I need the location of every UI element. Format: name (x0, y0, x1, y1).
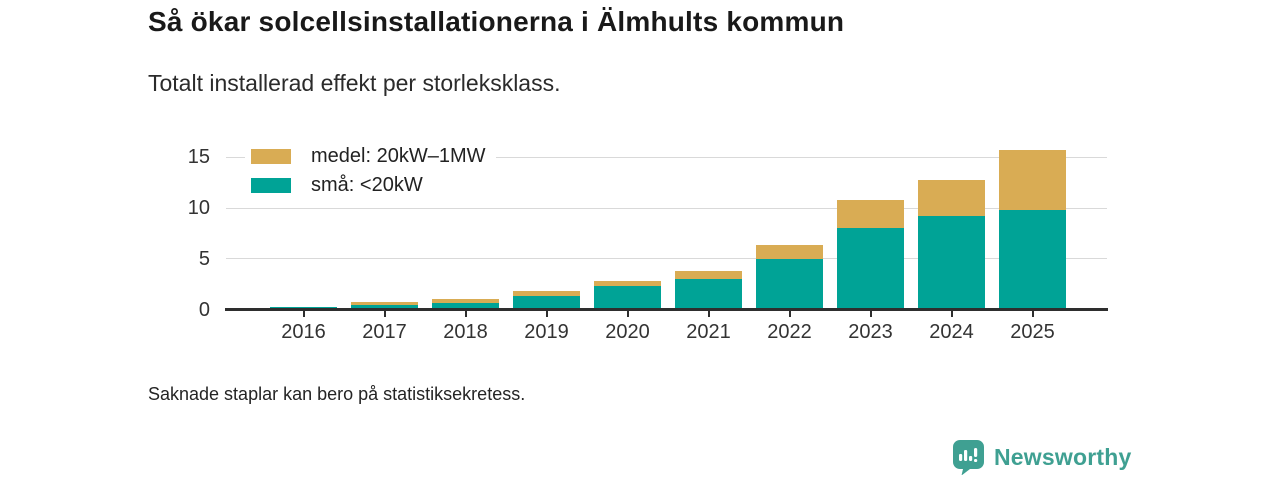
x-axis-label: 2021 (686, 321, 731, 343)
bar-segment-2019 (513, 296, 580, 310)
bar-segment-2022 (756, 244, 823, 259)
newsworthy-wordmark: Newsworthy (994, 444, 1132, 470)
x-axis-tick (464, 311, 467, 317)
x-axis-label: 2022 (767, 321, 812, 343)
x-axis-label: 2016 (281, 321, 326, 343)
gridline-5 (226, 258, 1107, 260)
legend-item: medel: 20kW–1MW (251, 145, 486, 167)
y-axis-label: 5 (198, 247, 210, 270)
bar-segment-2017 (351, 302, 418, 305)
bar-segment-2021 (675, 271, 742, 280)
x-axis-tick (869, 311, 872, 317)
plot-area: medel: 20kW–1MW små: <20kW 0 5 10 15 2016 2017… (188, 140, 1108, 343)
x-axis-tick (383, 311, 386, 317)
legend-swatch (251, 177, 291, 193)
y-axis-label: 0 (198, 298, 210, 321)
bar-segment-2021 (675, 279, 742, 310)
legend-item: små: <20kW (251, 174, 486, 196)
bar-segment-2025 (999, 209, 1066, 310)
newsworthy-logo: Newsworthy (953, 440, 1131, 475)
chart-subtitle: Totalt installerad effekt per storlekskl… (148, 70, 561, 96)
x-axis-tick (626, 311, 629, 317)
gridline-10 (226, 207, 1107, 209)
x-axis-tick (707, 311, 710, 317)
x-axis-label: 2018 (443, 321, 488, 343)
bar-segment-2023 (837, 199, 904, 229)
bar-segment-2017 (351, 304, 418, 310)
x-axis-label: 2019 (524, 321, 569, 343)
bar-segment-2020 (594, 285, 661, 310)
legend-swatch (251, 148, 291, 164)
x-axis-tick (788, 311, 791, 317)
x-axis-label: 2020 (605, 321, 650, 343)
legend-label: små: <20kW (311, 174, 423, 196)
bar-segment-2020 (594, 280, 661, 286)
legend-label: medel: 20kW–1MW (311, 145, 486, 167)
bar-segment-2025 (999, 150, 1066, 210)
bar-segment-2024 (918, 180, 985, 217)
bar-segment-2019 (513, 291, 580, 297)
x-axis-tick (950, 311, 953, 317)
y-axis-label: 15 (187, 146, 210, 169)
bar-segment-2023 (837, 228, 904, 310)
y-axis-label: 10 (187, 197, 210, 219)
x-axis-tick (302, 311, 305, 317)
x-axis-tick (1031, 311, 1034, 317)
bar-segment-2018 (432, 302, 499, 310)
x-axis-label: 2023 (848, 321, 893, 343)
footnote: Saknade staplar kan bero på statistiksek… (148, 384, 526, 404)
x-axis-label: 2017 (362, 321, 407, 343)
chart-title: Så ökar solcellsinstallationerna i Älmhu… (148, 6, 845, 37)
gridline-15 (226, 156, 1107, 158)
x-axis-label: 2025 (1010, 321, 1055, 343)
bar-segment-2024 (918, 216, 985, 310)
bar-chart-speech-bubble-icon (953, 440, 984, 475)
x-axis-line (225, 308, 1108, 311)
x-axis-label: 2024 (929, 321, 974, 343)
bar-segment-2022 (756, 258, 823, 310)
bar-segment-2018 (432, 299, 499, 303)
legend: medel: 20kW–1MW små: <20kW (245, 145, 496, 196)
x-axis-tick (545, 311, 548, 317)
